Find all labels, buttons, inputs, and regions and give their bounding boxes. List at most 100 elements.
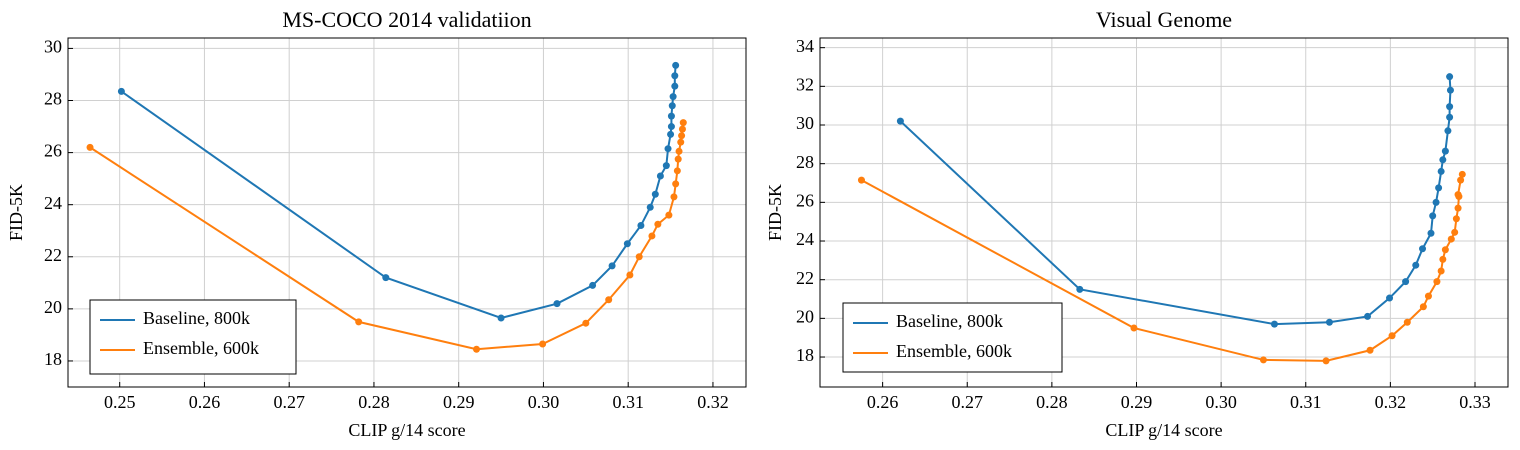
data-point <box>679 119 687 127</box>
data-point <box>1457 176 1465 184</box>
data-point <box>664 145 672 153</box>
data-point <box>1446 113 1454 121</box>
data-point <box>626 271 634 279</box>
x-tick-label: 0.26 <box>867 392 899 412</box>
data-point <box>675 147 683 155</box>
legend-box <box>842 302 1063 373</box>
x-tick-label: 0.32 <box>697 392 729 412</box>
data-point <box>1446 86 1454 94</box>
data-point <box>646 203 654 211</box>
data-point <box>582 319 590 327</box>
data-point <box>672 61 680 69</box>
data-point <box>1419 303 1427 311</box>
y-tick-label: 18 <box>44 349 62 369</box>
data-point <box>1444 127 1452 135</box>
x-tick-label: 0.27 <box>273 392 305 412</box>
plot-frame <box>67 37 747 388</box>
y-tick-label: 22 <box>44 245 62 265</box>
data-point <box>667 130 675 138</box>
data-point <box>1364 312 1372 320</box>
data-point <box>1259 356 1267 364</box>
data-point <box>667 112 675 120</box>
data-point <box>605 296 613 304</box>
data-point <box>1322 357 1330 365</box>
legend-label: Ensemble, 600k <box>143 338 259 358</box>
data-point <box>678 132 686 140</box>
chart: 0.25 0.26 0.27 0.28 0.29 0.30 0.31 0.32 18 20 22 24… <box>6 7 747 440</box>
x-axis-label: CLIP g/14 score <box>1105 420 1222 440</box>
x-tick-label: 0.32 <box>1375 392 1407 412</box>
data-point <box>1386 294 1394 302</box>
y-tick-label: 28 <box>44 89 62 109</box>
data-point <box>668 102 676 110</box>
data-point <box>1419 245 1427 253</box>
x-tick-label: 0.29 <box>1121 392 1153 412</box>
data-point <box>1325 318 1333 326</box>
data-point <box>671 72 679 80</box>
x-tick-label: 0.31 <box>612 392 644 412</box>
data-point <box>1441 246 1449 254</box>
y-tick-label: 20 <box>44 297 62 317</box>
data-point <box>1432 198 1440 206</box>
data-point <box>1435 184 1443 192</box>
data-point <box>637 222 645 230</box>
data-point <box>671 82 679 90</box>
data-point <box>608 262 616 270</box>
data-point <box>1427 229 1435 237</box>
data-point <box>674 155 682 163</box>
x-tick-label: 0.29 <box>443 392 475 412</box>
data-point <box>665 211 673 219</box>
data-point <box>669 93 677 101</box>
x-tick-label: 0.26 <box>189 392 221 412</box>
data-point <box>1437 267 1445 275</box>
data-point <box>1441 147 1449 155</box>
data-point <box>656 172 664 180</box>
data-point <box>589 281 597 289</box>
series-line <box>899 76 1452 326</box>
data-point <box>623 240 631 248</box>
chart: 0.26 0.27 0.28 0.29 0.30 0.31 0.32 0.33 18 20 22 24… <box>765 7 1509 440</box>
data-point <box>1452 215 1460 223</box>
data-point <box>1454 191 1462 199</box>
y-tick-label: 24 <box>44 193 62 213</box>
data-point <box>677 138 685 146</box>
data-point <box>1424 292 1432 300</box>
y-tick-label: 28 <box>796 152 814 172</box>
y-tick-label: 26 <box>796 190 814 210</box>
x-tick-label: 0.25 <box>104 392 136 412</box>
data-point <box>1402 278 1410 286</box>
data-point <box>896 117 904 125</box>
x-tick-label: 0.30 <box>528 392 560 412</box>
data-point <box>648 232 656 240</box>
data-point <box>670 193 678 201</box>
data-point <box>117 87 125 95</box>
data-point <box>1454 204 1462 212</box>
data-point <box>1439 156 1447 164</box>
y-tick-label: 22 <box>796 268 814 288</box>
legend-label: Baseline, 800k <box>143 308 250 328</box>
data-point <box>355 318 363 326</box>
x-tick-label: 0.28 <box>1036 392 1068 412</box>
data-point <box>553 300 561 308</box>
data-point <box>667 123 675 131</box>
y-tick-label: 34 <box>796 36 814 56</box>
data-point <box>1439 255 1447 263</box>
data-point <box>539 340 547 348</box>
x-tick-label: 0.30 <box>1205 392 1237 412</box>
legend-label: Ensemble, 600k <box>896 341 1012 361</box>
data-point <box>86 143 94 151</box>
data-point <box>651 190 659 198</box>
data-point <box>382 274 390 282</box>
data-point <box>1412 261 1420 269</box>
data-point <box>1458 170 1466 178</box>
chart-title: Visual Genome <box>1096 7 1232 32</box>
data-point <box>654 220 662 228</box>
data-point <box>1388 332 1396 340</box>
data-point <box>1447 235 1455 243</box>
data-point <box>1451 228 1459 236</box>
x-tick-label: 0.28 <box>358 392 390 412</box>
data-point <box>1433 278 1441 286</box>
y-tick-label: 18 <box>796 345 814 365</box>
data-point <box>635 253 643 261</box>
